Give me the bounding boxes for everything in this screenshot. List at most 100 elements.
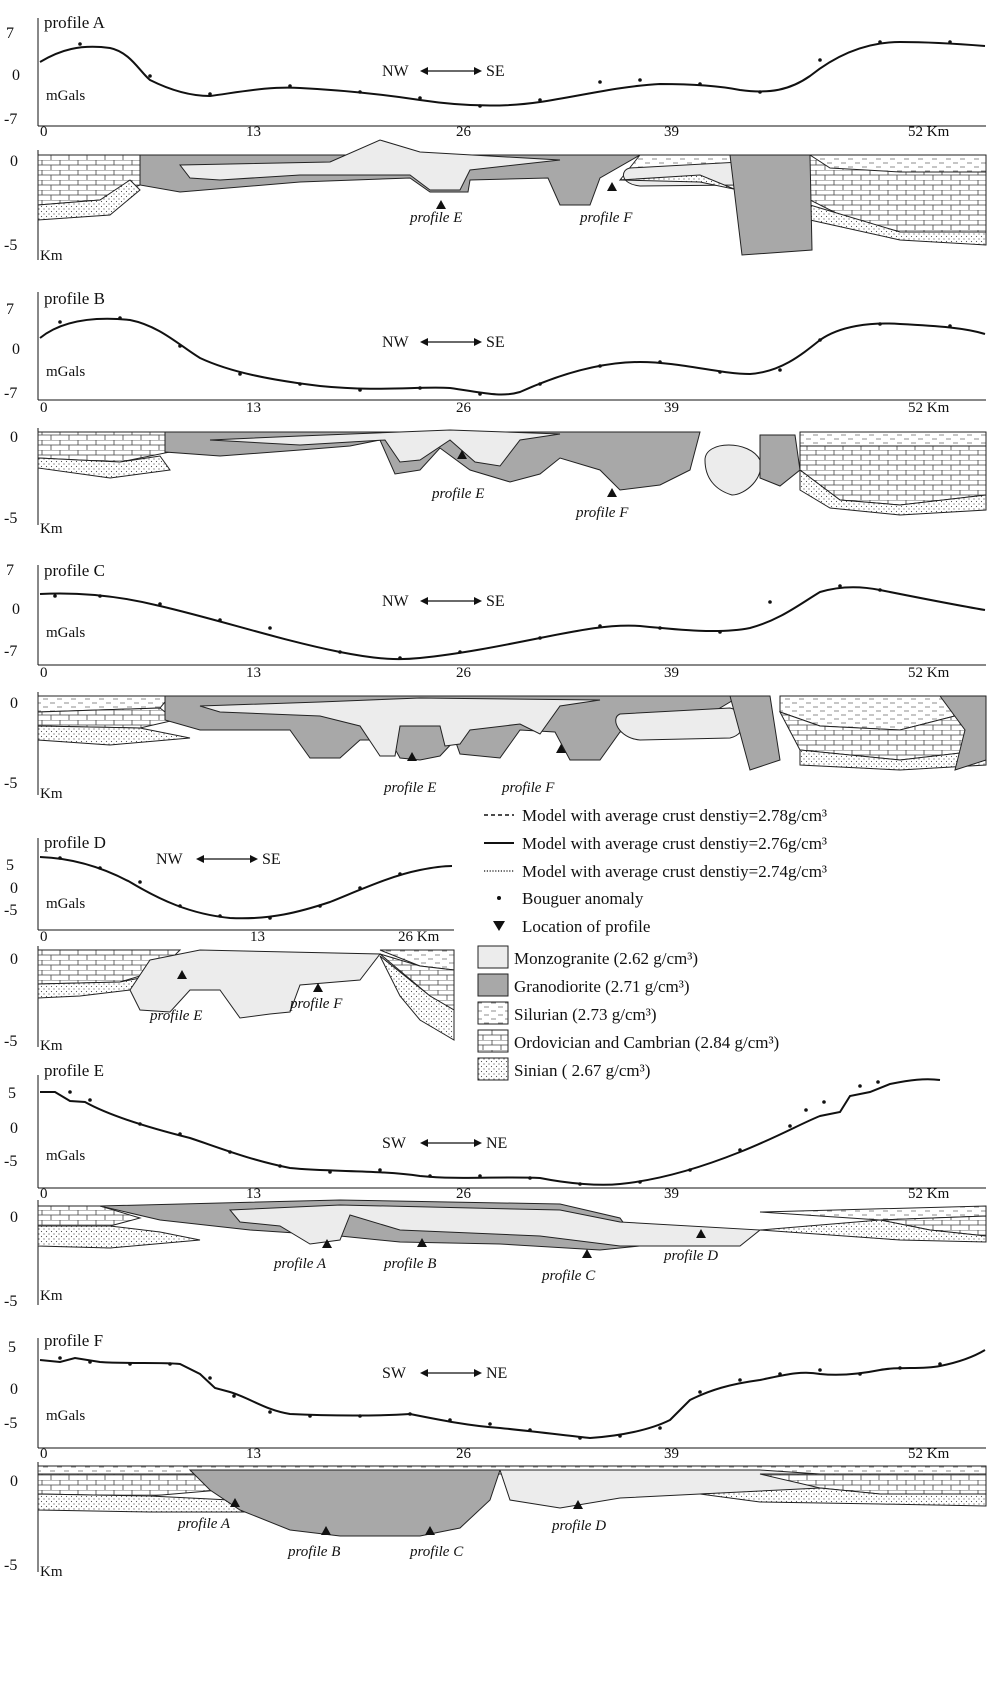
direction-arrow	[420, 597, 482, 605]
intersection-label: profile F	[579, 210, 633, 226]
location-marker-f	[607, 488, 617, 497]
sinian-right	[799, 749, 987, 771]
ordovician-layer	[37, 1205, 142, 1227]
direction-right: SE	[486, 334, 505, 351]
depth-tick-0: 0	[10, 153, 18, 170]
distance-tick-26: 26 Km	[398, 929, 440, 945]
section-c: 0 -5 Km profile E profile F	[4, 692, 987, 802]
legend: Model with average crust denstiy=2.78g/c…	[477, 806, 827, 1081]
legend-ordovician-label: Ordovician and Cambrian (2.84 g/cm³)	[514, 1033, 779, 1052]
legend-ordovician: Ordovician and Cambrian (2.84 g/cm³)	[477, 1029, 779, 1053]
depth-unit: Km	[40, 786, 63, 802]
monzogranite-body	[129, 949, 381, 1019]
gravity-plot-d: profile D 5 0 -5 mGals NW SE 0 13 26 Km	[4, 833, 454, 945]
panel-profile-b: profile B 7 0 -7 mGals NW SE 0 13 26 39 …	[4, 289, 987, 537]
direction-arrow	[420, 1369, 482, 1377]
bouguer-points-a	[78, 40, 952, 108]
monzogranite-stock	[704, 444, 762, 496]
model-curve-f	[39, 1349, 986, 1440]
model-curve-b	[39, 317, 986, 396]
legend-model-274: Model with average crust denstiy=2.74g/c…	[484, 862, 827, 881]
gravity-tick-top: 7	[6, 301, 14, 318]
direction-right: SE	[262, 851, 281, 868]
sinian-layer	[37, 179, 141, 221]
gravity-tick-bottom: -5	[4, 902, 17, 919]
depth-unit: Km	[40, 521, 63, 537]
gravity-tick-zero: 0	[10, 1381, 18, 1398]
depth-tick-0: 0	[10, 951, 18, 968]
gravity-plot-f: profile F 5 0 -5 mGals SW NE 0 13 26 39 …	[4, 1331, 986, 1462]
intersection-label: profile F	[575, 505, 629, 521]
distance-tick-0: 0	[40, 124, 48, 140]
direction-left: SW	[382, 1365, 407, 1382]
legend-location: Location of profile	[493, 917, 650, 936]
location-marker-f	[313, 983, 323, 992]
intersection-label: profile F	[501, 780, 555, 796]
legend-monzogranite: Monzogranite (2.62 g/cm³)	[477, 945, 698, 969]
bouguer-points-c	[53, 584, 882, 660]
model-curve-e	[40, 1078, 941, 1186]
location-marker-e	[457, 450, 467, 459]
profile-e-title: profile E	[44, 1061, 104, 1080]
gravity-tick-bottom: -5	[4, 1415, 17, 1432]
monzogranite-body	[209, 429, 561, 467]
depth-unit: Km	[40, 1288, 63, 1304]
location-marker-a	[230, 1498, 240, 1507]
distance-tick-13: 13	[246, 1446, 261, 1462]
bouguer-points-d	[58, 856, 402, 920]
depth-tick-5: -5	[4, 510, 17, 527]
section-a: 0 -5 Km profile E profile F	[4, 139, 987, 264]
location-marker-d	[696, 1229, 706, 1238]
gravity-tick-bottom: -7	[4, 385, 17, 402]
distance-tick-0: 0	[40, 400, 48, 416]
profile-d-title: profile D	[44, 833, 106, 852]
section-d: 0 -5 Km profile E profile F	[4, 946, 455, 1054]
sinian-right	[699, 1487, 987, 1507]
location-marker-b	[417, 1238, 427, 1247]
bouguer-points-b	[58, 316, 952, 396]
gravity-unit: mGals	[46, 1148, 85, 1164]
gravity-tick-bottom: -5	[4, 1153, 17, 1170]
legend-model-278-label: Model with average crust denstiy=2.78g/c…	[522, 806, 827, 825]
location-marker-e	[177, 970, 187, 979]
panel-profile-d: profile D 5 0 -5 mGals NW SE 0 13 26 Km …	[4, 833, 455, 1054]
legend-model-278: Model with average crust denstiy=2.78g/c…	[484, 806, 827, 825]
intersection-label: profile B	[383, 1256, 436, 1272]
legend-sinian: Sinian ( 2.67 g/cm³)	[477, 1057, 650, 1081]
intersection-label: profile F	[289, 996, 343, 1012]
model-curve-a	[39, 40, 986, 107]
section-e: 0 -5 Km profile A profile B profile C pr…	[4, 1199, 987, 1310]
direction-left: NW	[156, 851, 184, 868]
direction-left: NW	[382, 63, 410, 80]
distance-tick-0: 0	[40, 1186, 48, 1202]
direction-left: SW	[382, 1135, 407, 1152]
location-marker-f	[556, 744, 566, 753]
panel-profile-c: profile C 7 0 -7 mGals NW SE 0 13 26 39 …	[4, 561, 987, 802]
gravity-unit: mGals	[46, 88, 85, 104]
distance-tick-13: 13	[246, 400, 261, 416]
depth-tick-5: -5	[4, 1033, 17, 1050]
direction-right: NE	[486, 1135, 507, 1152]
legend-silurian: Silurian (2.73 g/cm³)	[477, 1001, 657, 1025]
ordovician-layer	[37, 707, 177, 729]
silurian-right	[808, 154, 987, 173]
gravity-tick-zero: 0	[10, 1120, 18, 1137]
gravity-tick-zero: 0	[10, 880, 18, 897]
silurian-layer	[799, 431, 987, 447]
bouguer-points-e	[68, 1080, 880, 1186]
legend-model-276-label: Model with average crust denstiy=2.76g/c…	[522, 834, 827, 853]
location-marker-c	[425, 1526, 435, 1535]
distance-tick-39: 39	[664, 400, 679, 416]
granodiorite-dyke	[759, 434, 801, 487]
monzogranite-lens	[615, 707, 744, 741]
depth-tick-5: -5	[4, 775, 17, 792]
model-curve-c	[39, 586, 986, 661]
distance-tick-39: 39	[664, 1446, 679, 1462]
legend-bouguer-label: Bouguer anomaly	[522, 889, 644, 908]
section-b: 0 -5 Km profile E profile F	[4, 428, 987, 537]
bouguer-points-f	[58, 1356, 942, 1440]
gravity-plot-b: profile B 7 0 -7 mGals NW SE 0 13 26 39 …	[4, 289, 986, 416]
depth-tick-5: -5	[4, 237, 17, 254]
distance-tick-52: 52 Km	[908, 1446, 950, 1462]
